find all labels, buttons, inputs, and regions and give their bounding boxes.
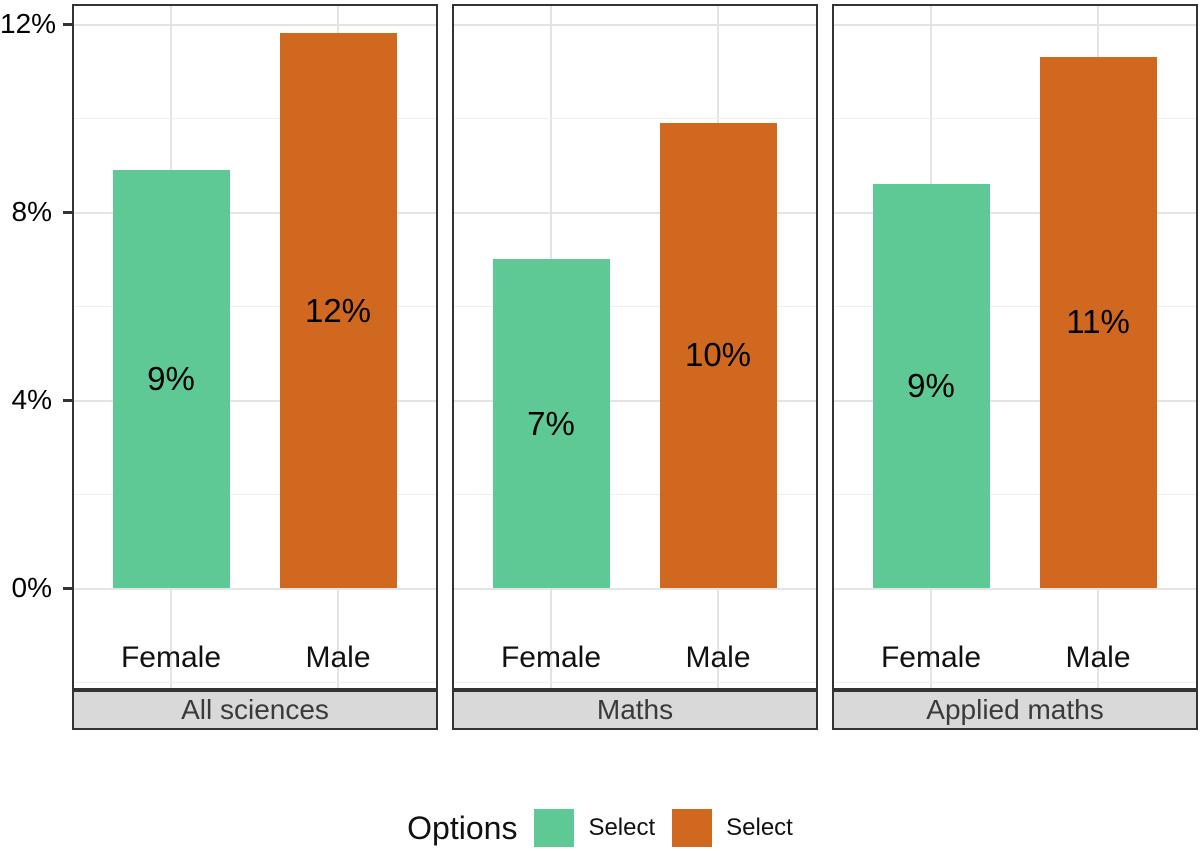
bar-male <box>659 122 777 588</box>
gridline-major <box>454 24 816 26</box>
y-axis-tick-label: 12% <box>0 8 57 39</box>
gridline-major <box>74 588 436 590</box>
gridline-major <box>834 212 1196 214</box>
facet-strip: All sciences <box>72 690 438 730</box>
gridline-major <box>454 400 816 402</box>
bar-value-label: 12% <box>304 291 372 329</box>
legend-item[interactable]: Select <box>672 809 793 847</box>
gridline-major <box>74 24 436 26</box>
x-category-label: Male <box>685 641 751 674</box>
gridline-minor <box>834 494 1196 495</box>
gridline-minor <box>834 118 1196 119</box>
legend-item-label: Select <box>726 814 793 841</box>
bar-female <box>492 259 610 588</box>
gridline-minor <box>834 682 1196 683</box>
gridline-minor <box>74 306 436 307</box>
bar-value-label: 7% <box>527 404 575 442</box>
y-axis-tick-label: 4% <box>11 384 52 415</box>
gridline-minor <box>74 118 436 119</box>
gridline-major <box>834 588 1196 590</box>
y-axis-tick-mark <box>63 23 72 26</box>
facet-strip: Applied maths <box>832 690 1198 730</box>
bar-female <box>872 183 990 588</box>
gridline-minor <box>454 494 816 495</box>
legend: Options Select Select <box>0 798 1200 851</box>
bar-male <box>1039 56 1157 588</box>
gridline-major <box>74 212 436 214</box>
legend-item-label: Select <box>588 814 656 841</box>
facet-strip: Maths <box>452 690 818 730</box>
gridline-minor <box>454 682 816 683</box>
facet-panel: 7% Female 10% Male <box>452 4 818 690</box>
bar-female <box>112 169 230 588</box>
gridline-minor <box>454 306 816 307</box>
gridline-minor <box>74 682 436 683</box>
facet-panel: 9% Female 11% Male <box>832 4 1198 690</box>
x-category-label: Female <box>880 641 982 674</box>
y-axis-tick-label: 0% <box>11 572 52 603</box>
gridline-minor <box>74 494 436 495</box>
legend-title: Options <box>407 809 518 846</box>
y-axis-tick-label: 8% <box>11 196 52 227</box>
facet-panel: 9% Female 12% Male <box>72 4 438 690</box>
bar-value-label: 10% <box>684 336 752 374</box>
gridline-minor <box>454 118 816 119</box>
gridline-major <box>454 588 816 590</box>
bar-male <box>279 33 397 588</box>
legend-item[interactable]: Select <box>534 809 655 847</box>
gridline-major <box>74 400 436 402</box>
x-category-label: Male <box>305 641 371 674</box>
gridline-major <box>834 24 1196 26</box>
bar-value-label: 11% <box>1066 303 1130 341</box>
y-axis-tick-mark <box>63 587 72 590</box>
bar-value-label: 9% <box>907 366 955 404</box>
gridline-minor <box>834 306 1196 307</box>
y-axis-tick-mark <box>63 211 72 214</box>
gridline-major <box>834 400 1196 402</box>
gridline-major <box>454 212 816 214</box>
legend-swatch <box>672 809 713 847</box>
y-axis-tick-mark <box>63 399 72 402</box>
x-category-label: Male <box>1065 641 1131 674</box>
x-category-label: Female <box>500 641 602 674</box>
x-category-label: Female <box>120 641 222 674</box>
legend-swatch <box>534 809 575 847</box>
bar-value-label: 9% <box>147 359 195 397</box>
